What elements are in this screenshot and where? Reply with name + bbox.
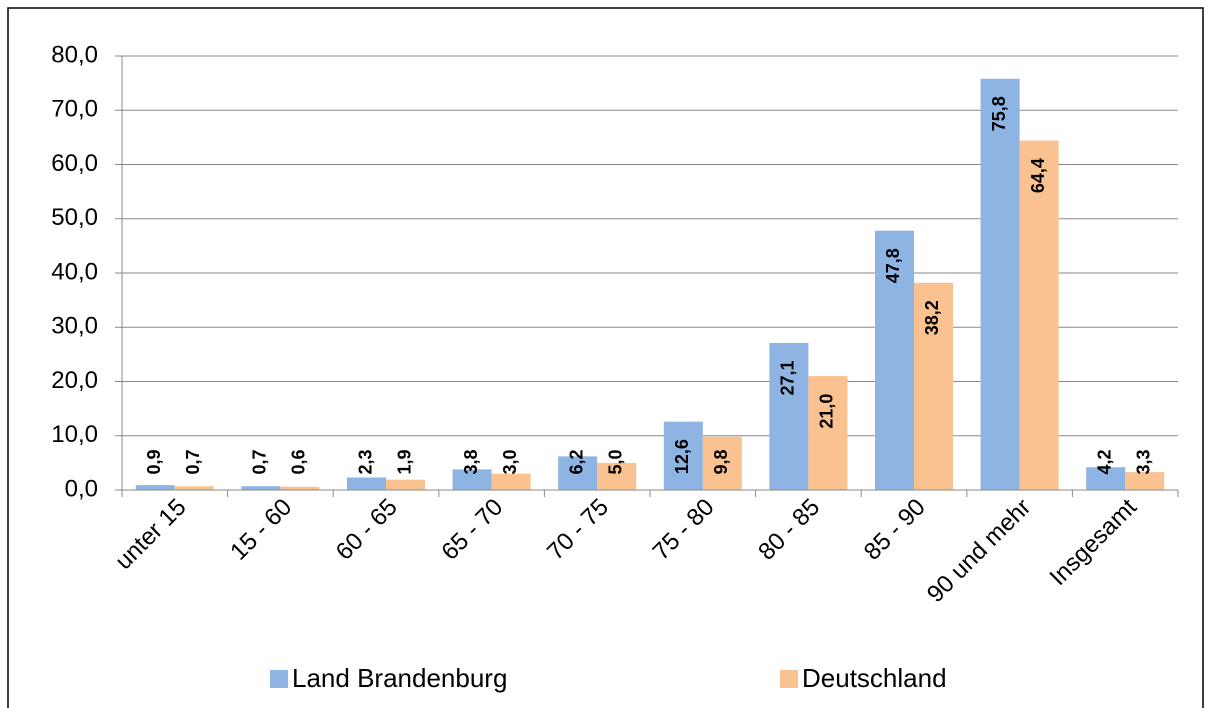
y-tick-label: 10,0 bbox=[51, 421, 98, 448]
value-label: 75,8 bbox=[989, 96, 1009, 131]
value-label: 64,4 bbox=[1028, 158, 1048, 193]
bar bbox=[769, 342, 809, 490]
bar bbox=[980, 78, 1020, 490]
value-label: 38,2 bbox=[922, 300, 942, 335]
bar bbox=[241, 486, 281, 490]
bar bbox=[558, 456, 598, 490]
bar bbox=[702, 436, 742, 490]
value-label: 1,9 bbox=[394, 449, 414, 474]
value-label: 27,1 bbox=[778, 360, 798, 395]
value-label: 21,0 bbox=[817, 394, 837, 429]
bar bbox=[914, 282, 953, 490]
y-tick-label: 70,0 bbox=[51, 96, 98, 123]
value-label: 3,8 bbox=[461, 449, 481, 474]
value-label: 2,3 bbox=[355, 449, 375, 474]
value-label: 5,0 bbox=[605, 449, 625, 474]
value-label: 4,2 bbox=[1094, 449, 1114, 474]
bar bbox=[491, 473, 531, 490]
y-tick-label: 0,0 bbox=[65, 475, 98, 502]
value-label: 47,8 bbox=[883, 248, 903, 283]
value-label: 9,8 bbox=[711, 449, 731, 474]
bar bbox=[135, 485, 175, 490]
legend-swatch bbox=[270, 670, 288, 688]
bar bbox=[1019, 140, 1059, 490]
bar bbox=[452, 469, 492, 490]
bar bbox=[808, 376, 848, 490]
bar bbox=[1125, 472, 1165, 490]
bar bbox=[347, 477, 386, 490]
bar bbox=[280, 486, 320, 490]
value-label: 12,6 bbox=[672, 439, 692, 474]
legend-label: Land Brandenburg bbox=[292, 663, 507, 693]
value-label: 0,6 bbox=[289, 449, 309, 474]
value-label: 0,7 bbox=[183, 449, 203, 474]
y-tick-label: 80,0 bbox=[51, 41, 98, 68]
bar bbox=[875, 230, 914, 490]
y-tick-label: 40,0 bbox=[51, 258, 98, 285]
value-label: 3,3 bbox=[1133, 449, 1153, 474]
y-tick-label: 60,0 bbox=[51, 150, 98, 177]
bar bbox=[386, 479, 425, 490]
bar bbox=[1086, 467, 1126, 490]
value-label: 6,2 bbox=[566, 449, 586, 474]
bar bbox=[663, 421, 703, 490]
y-tick-label: 50,0 bbox=[51, 204, 98, 231]
bar bbox=[597, 462, 637, 490]
value-label: 0,9 bbox=[144, 449, 164, 474]
legend-swatch bbox=[780, 670, 798, 688]
bar bbox=[174, 486, 214, 490]
y-tick-label: 20,0 bbox=[51, 367, 98, 394]
value-label: 3,0 bbox=[500, 449, 520, 474]
legend-label: Deutschland bbox=[802, 663, 947, 693]
y-tick-label: 30,0 bbox=[51, 313, 98, 340]
value-label: 0,7 bbox=[250, 449, 270, 474]
